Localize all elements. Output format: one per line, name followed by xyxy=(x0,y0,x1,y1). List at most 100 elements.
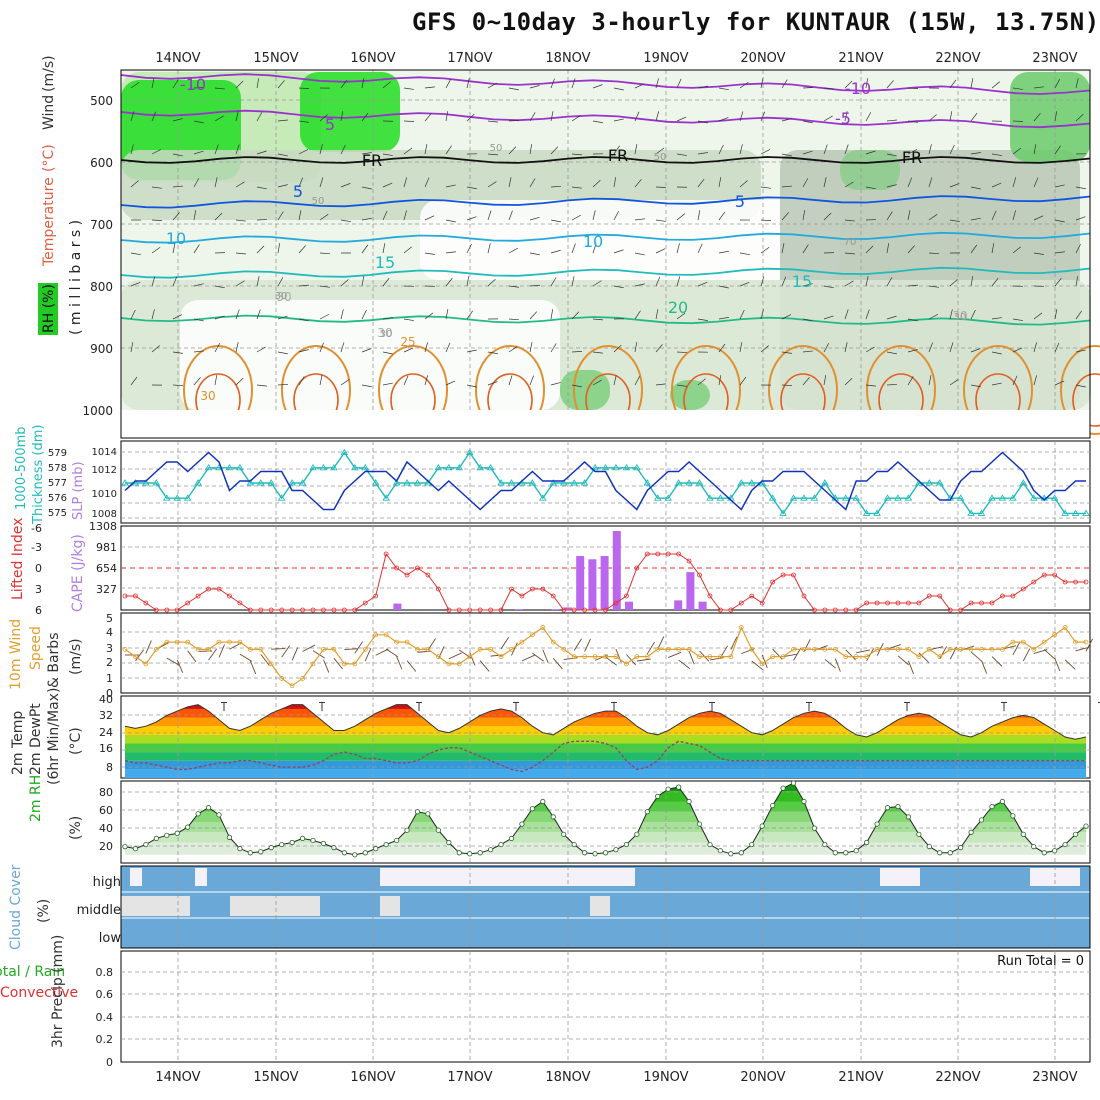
wind-speed-point xyxy=(185,639,191,645)
wind10m-barb xyxy=(678,659,691,669)
wind-speed-point xyxy=(529,632,535,638)
wind-speed-point xyxy=(164,639,170,645)
wind-barb xyxy=(403,147,413,155)
rh-point xyxy=(487,847,494,853)
wind-barb xyxy=(1033,252,1044,255)
wind-barb xyxy=(277,184,288,188)
wind-speed-point xyxy=(300,676,305,681)
rh-point xyxy=(613,847,619,853)
wind-barb xyxy=(193,210,197,221)
wind-speed-point xyxy=(258,646,264,652)
wind-barb xyxy=(571,214,581,221)
wind-speed-point xyxy=(686,646,692,652)
wind-barb xyxy=(676,276,681,287)
wind-barb xyxy=(529,342,533,353)
wind-barb xyxy=(613,177,617,188)
wind-barb xyxy=(319,177,324,188)
dewpoint-series-line xyxy=(124,740,1086,773)
thickness-point xyxy=(507,479,516,486)
wind10m-barb xyxy=(688,650,695,665)
wind-barb xyxy=(802,377,810,386)
rh-point xyxy=(874,821,880,827)
rh-bands xyxy=(125,783,1086,855)
wind-barb xyxy=(340,144,346,155)
lifted-index-point xyxy=(676,551,682,557)
rh-legend-swatch xyxy=(38,283,58,335)
rh-point xyxy=(665,786,671,792)
lifted-index-point xyxy=(289,607,295,613)
rh-point xyxy=(529,806,535,812)
wind-barb xyxy=(361,78,365,89)
wind10m-barb xyxy=(344,648,359,650)
wind-speed-point xyxy=(561,646,567,652)
rh-contour-label: 30 xyxy=(954,312,967,323)
lifted-index-point xyxy=(415,565,420,571)
thickness-tick-label: 576 xyxy=(48,493,67,504)
wind-barb xyxy=(550,219,561,223)
wind-barb xyxy=(676,78,682,89)
rh-shading xyxy=(1010,72,1090,162)
wind-barb xyxy=(340,342,345,353)
lifted-index-point xyxy=(603,607,608,613)
thickness-point xyxy=(455,463,464,471)
wind-barb xyxy=(403,246,413,254)
wind-barb xyxy=(172,153,183,157)
wind-barb xyxy=(592,280,602,287)
wind-barb xyxy=(907,349,918,353)
wind-barb xyxy=(529,112,536,122)
rh-point xyxy=(571,841,577,848)
wind10m-barb xyxy=(1075,646,1090,652)
lifted-index-point xyxy=(498,607,504,613)
thickness-point xyxy=(674,479,683,486)
rh-point xyxy=(676,784,682,790)
wind-barb xyxy=(193,318,204,322)
rh-series-line xyxy=(124,782,1087,856)
wind-barb xyxy=(319,252,331,255)
wind-barb xyxy=(970,152,981,155)
rh-point xyxy=(686,798,692,805)
rh-point xyxy=(237,846,243,852)
rh-point xyxy=(696,821,703,827)
wind-barb xyxy=(823,212,832,221)
wind-barb xyxy=(886,153,897,157)
cape-bar xyxy=(600,556,609,610)
minmax-label: (6hr Min/Max) xyxy=(46,688,62,785)
temperature-unit-label: (°C) xyxy=(41,144,57,172)
wind-barb xyxy=(361,152,372,155)
temp2m-tick-label: 8 xyxy=(106,761,113,774)
wind-barb xyxy=(340,379,350,386)
temp-band xyxy=(125,726,1086,735)
wind-speed-point xyxy=(122,646,128,652)
wind-speed-point xyxy=(874,646,880,652)
wind10m-barb xyxy=(552,658,563,670)
wind-barb xyxy=(529,144,533,155)
wind-barb xyxy=(907,245,915,254)
wind-barb xyxy=(655,309,659,320)
thickness-point xyxy=(434,463,443,471)
wind-speed-point xyxy=(644,654,650,660)
rh-point xyxy=(958,845,964,851)
wind-barb xyxy=(865,384,876,387)
wind-barb xyxy=(781,276,787,287)
wind-barb xyxy=(445,278,453,287)
rh2m-frame xyxy=(120,780,1091,864)
rh-point xyxy=(1031,843,1037,850)
wind-barb xyxy=(697,318,708,321)
wind-barb xyxy=(634,83,645,89)
wind-barb xyxy=(529,284,540,287)
wind-barb xyxy=(130,309,136,320)
wind-barb xyxy=(634,218,645,221)
rh-shading xyxy=(300,72,400,152)
wind-barb xyxy=(235,377,244,386)
rh-point xyxy=(655,793,661,799)
wind-speed-point xyxy=(812,646,817,652)
wind10m-barb xyxy=(939,646,947,659)
temp2m-tick-label: 24 xyxy=(99,726,113,739)
wind-barb xyxy=(487,243,491,254)
rh2m-tick-label: 60 xyxy=(99,804,113,817)
thickness-point xyxy=(298,479,307,486)
wind-barb xyxy=(466,78,470,89)
wind-barb xyxy=(592,210,596,221)
wind-barb xyxy=(928,114,937,122)
wind-barb xyxy=(550,78,555,89)
